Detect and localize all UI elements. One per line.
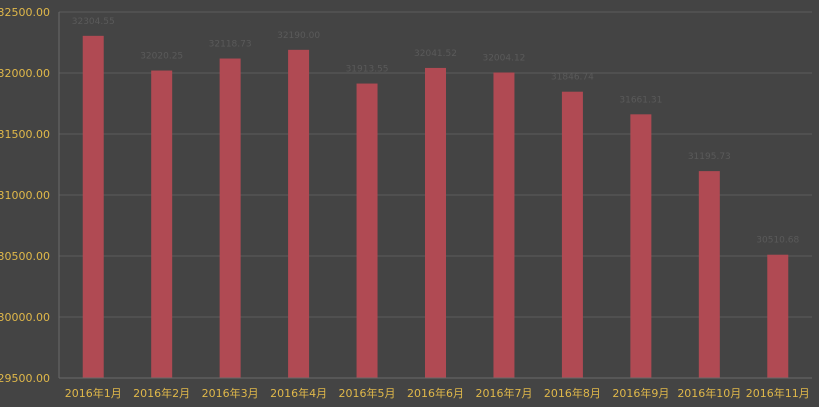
y-tick-label: 32500.00 xyxy=(0,6,50,19)
data-label: 30510.68 xyxy=(756,236,799,246)
data-label: 32041.52 xyxy=(414,49,457,59)
data-labels: 32304.55 32020.25 32118.73 32190.00 31913.55… xyxy=(72,17,800,246)
x-tick-label: 2016年4月 xyxy=(270,386,327,400)
x-tick-label: 2016年6月 xyxy=(407,386,464,400)
y-tick-label: 31500.00 xyxy=(0,128,50,141)
bar xyxy=(151,70,173,378)
x-tick-label: 2016年8月 xyxy=(544,386,601,400)
x-tick-label: 2016年7月 xyxy=(475,386,532,400)
data-label: 32118.73 xyxy=(209,40,252,50)
data-label: 31661.31 xyxy=(619,95,662,105)
x-tick-label: 2016年2月 xyxy=(133,386,190,400)
bars xyxy=(82,35,789,378)
y-tick-label: 30500.00 xyxy=(0,250,50,263)
data-label: 32190.00 xyxy=(277,31,320,41)
data-label: 31195.73 xyxy=(688,152,731,162)
bar xyxy=(630,114,652,378)
x-tick-label: 2016年9月 xyxy=(612,386,669,400)
data-label: 32004.12 xyxy=(482,53,525,63)
bar xyxy=(288,49,310,378)
bar xyxy=(561,91,583,378)
bar xyxy=(356,83,378,378)
bar xyxy=(698,171,720,378)
x-axis: 2016年1月 2016年2月 2016年3月 2016年4月 2016年5月 2016年… xyxy=(59,377,812,400)
bar xyxy=(425,67,446,378)
x-tick-label: 2016年11月 xyxy=(746,386,810,400)
bar xyxy=(82,35,104,378)
data-label: 31913.55 xyxy=(346,65,389,75)
x-tick-label: 2016年5月 xyxy=(339,386,396,400)
y-tick-label: 30000.00 xyxy=(0,311,50,324)
y-tick-label: 32000.00 xyxy=(0,67,50,80)
x-tick-label: 2016年10月 xyxy=(677,386,741,400)
data-label: 32304.55 xyxy=(72,17,115,27)
y-axis: 29500.00 30000.00 30500.00 31000.00 31500.00… xyxy=(0,6,60,385)
bar xyxy=(493,72,515,378)
y-tick-label: 29500.00 xyxy=(0,372,50,385)
y-tick-label: 31000.00 xyxy=(0,189,50,202)
data-label: 32020.25 xyxy=(140,52,183,62)
bar xyxy=(767,254,789,378)
data-label: 31846.74 xyxy=(551,73,594,83)
x-tick-label: 2016年3月 xyxy=(202,386,259,400)
x-tick-label: 2016年1月 xyxy=(65,386,122,400)
bar xyxy=(219,58,241,378)
